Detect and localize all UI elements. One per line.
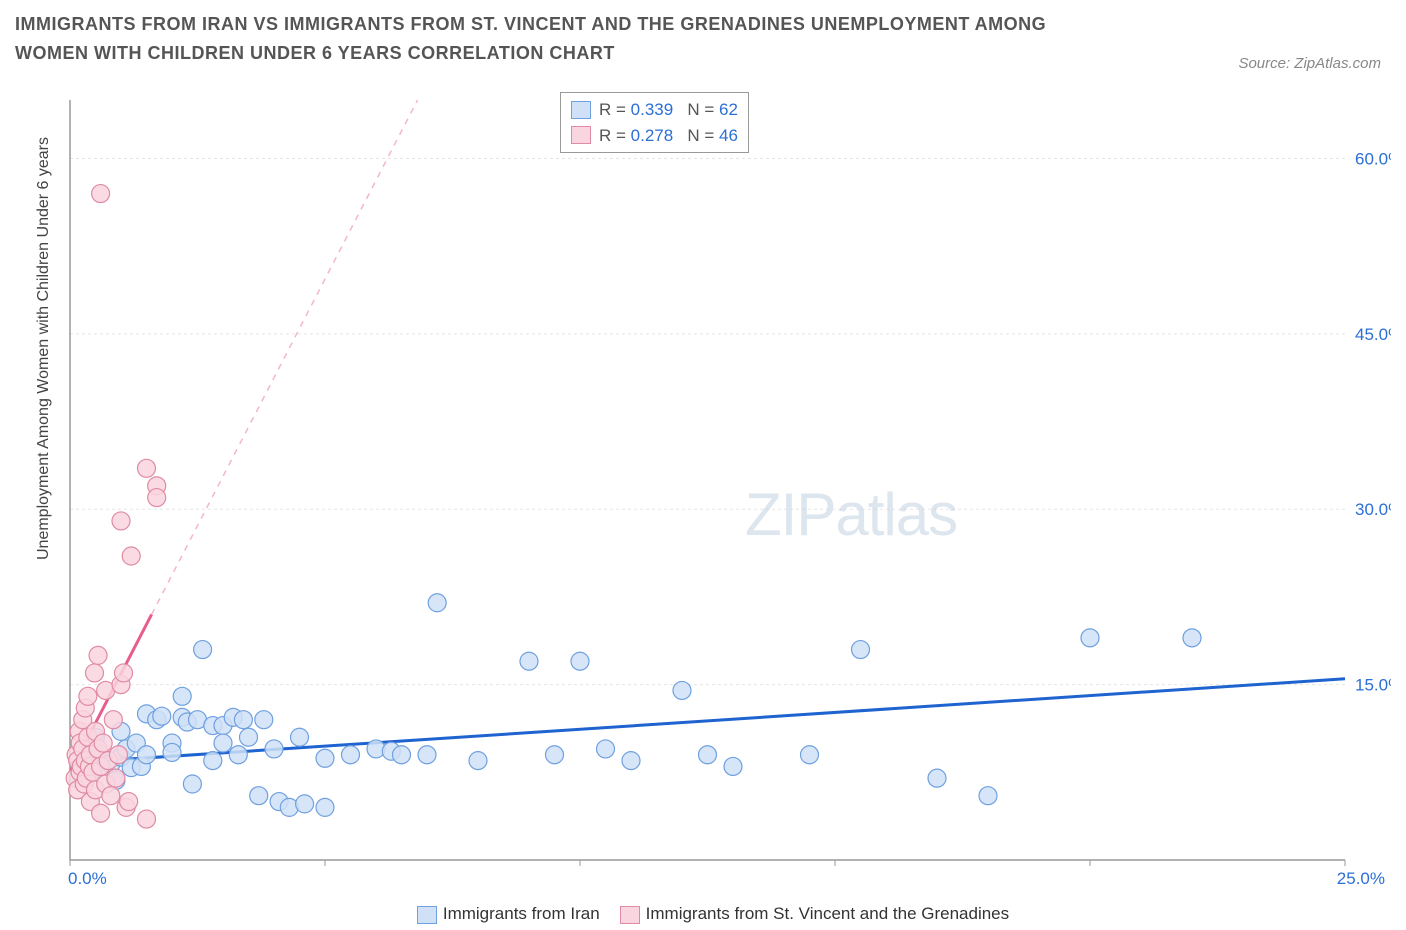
svg-text:15.0%: 15.0% xyxy=(1355,676,1391,695)
source-attribution: Source: ZipAtlas.com xyxy=(1238,55,1381,72)
svg-text:60.0%: 60.0% xyxy=(1355,149,1391,168)
legend-swatch xyxy=(571,126,591,144)
chart-title: IMMIGRANTS FROM IRAN VS IMMIGRANTS FROM … xyxy=(15,10,1115,68)
svg-text:45.0%: 45.0% xyxy=(1355,325,1391,344)
stats-legend: R = 0.339 N = 62R = 0.278 N = 46 xyxy=(560,92,749,153)
series-legend: Immigrants from Iran Immigrants from St. … xyxy=(0,904,1406,924)
y-axis-label: Unemployment Among Women with Children U… xyxy=(35,137,53,560)
svg-text:25.0%: 25.0% xyxy=(1337,869,1385,888)
legend-swatch xyxy=(417,906,437,924)
legend-label: Immigrants from Iran xyxy=(443,904,600,923)
legend-row: R = 0.278 N = 46 xyxy=(571,123,738,149)
svg-text:30.0%: 30.0% xyxy=(1355,500,1391,519)
scatter-chart: 15.0% 30.0% 45.0% 60.0% 0.0% 25.0% xyxy=(15,90,1391,900)
svg-text:0.0%: 0.0% xyxy=(68,869,107,888)
legend-swatch xyxy=(571,101,591,119)
legend-row: R = 0.339 N = 62 xyxy=(571,97,738,123)
legend-label: Immigrants from St. Vincent and the Gren… xyxy=(646,904,1009,923)
chart-container: Unemployment Among Women with Children U… xyxy=(15,90,1391,920)
legend-swatch xyxy=(620,906,640,924)
